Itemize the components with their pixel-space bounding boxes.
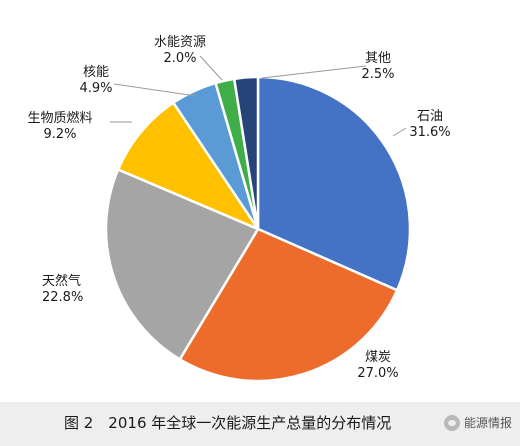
slice-value-label: 31.6%	[409, 125, 450, 140]
leader-line	[392, 127, 407, 137]
leader-line	[113, 83, 197, 97]
pie-slice	[232, 75, 260, 230]
slice-value-label: 2.0%	[163, 51, 196, 66]
pie-slice	[256, 75, 412, 292]
leader-line	[261, 65, 367, 79]
slice-label: 石油	[417, 109, 443, 124]
slice-value-label: 2.5%	[361, 67, 394, 82]
slice-value-label: 4.9%	[79, 81, 112, 96]
wechat-icon	[443, 414, 460, 431]
slice-label: 天然气	[42, 273, 81, 289]
pie-slice	[178, 227, 399, 383]
leader-line	[199, 55, 223, 81]
figure-caption-bar: 图 2 2016 年全球一次能源生产总量的分布情况 能源情报	[0, 402, 520, 446]
slice-value-label: 9.2%	[43, 127, 76, 142]
slice-label: 生物质燃料	[27, 110, 92, 126]
slice-label: 其他	[365, 51, 391, 66]
figure-caption: 图 2 2016 年全球一次能源生产总量的分布情况	[64, 414, 392, 432]
pie-slices	[104, 75, 412, 383]
slice-label: 煤炭	[365, 350, 391, 365]
watermark-text: 能源情报	[463, 416, 512, 430]
slice-label: 核能	[83, 65, 109, 80]
leader-lines	[110, 55, 407, 137]
slice-value-label: 22.8%	[42, 290, 83, 305]
pie-slice	[116, 101, 262, 232]
pie-slice	[104, 167, 260, 362]
watermark: 能源情报	[443, 414, 512, 431]
slice-value-label: 27.0%	[357, 366, 398, 381]
slice-label: 水能资源	[154, 35, 206, 50]
